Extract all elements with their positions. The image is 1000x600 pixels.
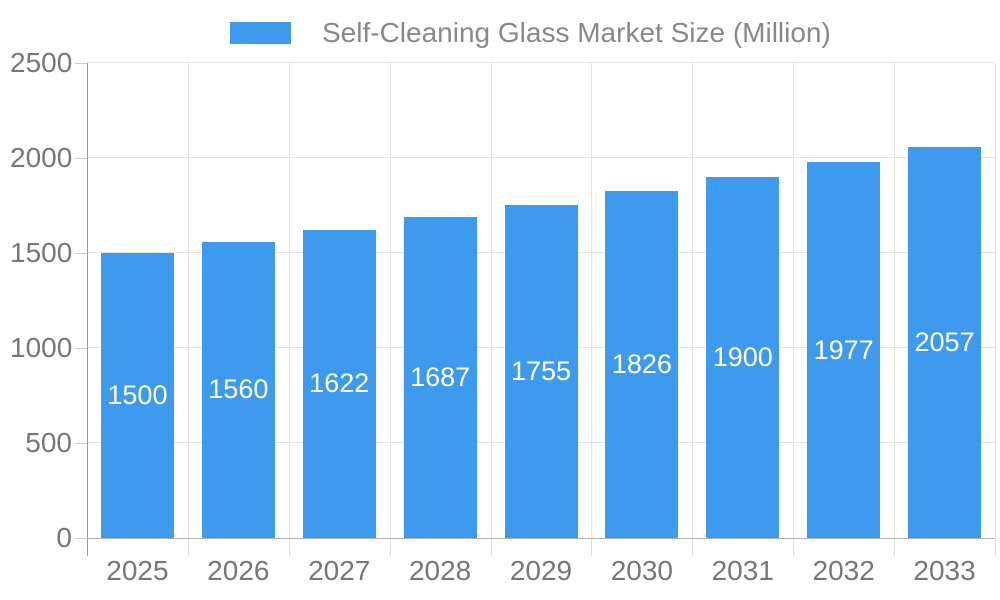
bar-value-label: 1500 (107, 380, 168, 410)
x-axis-tick (389, 539, 391, 556)
x-gridline (793, 63, 795, 538)
y-gridline (87, 157, 995, 158)
plot-area: 1500 1560 1622 1687 1755 1826 1900 1977 2057 (87, 62, 996, 556)
bar-value-label: 1687 (410, 362, 471, 393)
x-gridline (389, 63, 391, 538)
bar-value-label: 2057 (914, 327, 975, 358)
bar-value-label: 1977 (813, 334, 874, 365)
x-axis-tick-label: 2027 (308, 555, 371, 586)
legend-item[interactable]: Self-Cleaning Glass Market Size (Million… (230, 17, 831, 48)
bar-value-label: 1826 (611, 349, 672, 380)
bar-2031[interactable]: 1900 (706, 177, 780, 538)
bar-2027[interactable]: 1622 (302, 229, 376, 538)
y-axis-tick-label: 2500 (10, 47, 73, 78)
x-axis-line (87, 538, 995, 539)
x-axis-tick (187, 539, 189, 556)
y-axis-tick (75, 538, 87, 539)
bar-2028[interactable]: 1687 (403, 217, 477, 538)
y-axis-tick (75, 253, 87, 254)
x-gridline (288, 63, 290, 538)
bar-value-label: 1755 (510, 355, 572, 386)
x-axis-tick (591, 539, 593, 556)
x-axis-tick (288, 539, 290, 556)
x-axis-tick-label: 2032 (812, 555, 875, 586)
y-axis-tick-label: 0 (56, 522, 72, 553)
x-axis-tick-label: 2028 (408, 555, 472, 586)
x-axis-tick (995, 539, 996, 556)
x-axis-tick-label: 2026 (207, 555, 270, 586)
y-axis-tick (75, 63, 87, 64)
y-axis-line (87, 63, 88, 556)
x-gridline (187, 63, 189, 538)
legend-swatch (230, 22, 291, 44)
x-axis-tick (793, 539, 795, 556)
bar-2025[interactable]: 1500 (100, 253, 174, 538)
x-axis-tick (692, 539, 694, 556)
y-axis-tick-label: 1000 (10, 332, 73, 363)
y-axis-tick-label: 1500 (10, 237, 73, 268)
y-gridline (87, 62, 995, 63)
y-axis-tick-label: 500 (25, 427, 72, 458)
x-gridline (692, 63, 694, 538)
x-axis-tick (490, 539, 492, 556)
x-gridline (591, 63, 593, 538)
x-axis-tick (894, 539, 896, 556)
y-axis-tick (75, 348, 87, 349)
y-axis-tick-label: 2000 (10, 142, 73, 173)
y-axis-tick (75, 158, 87, 159)
x-gridline (894, 63, 896, 538)
bar-value-label: 1622 (309, 368, 370, 399)
x-axis-tick-label: 2033 (913, 555, 976, 586)
x-axis-tick-label: 2030 (610, 555, 674, 586)
bar-2029[interactable]: 1755 (504, 204, 578, 538)
bar-2032[interactable]: 1977 (807, 162, 881, 538)
bar-2026[interactable]: 1560 (201, 241, 275, 538)
x-axis-tick-label: 2029 (509, 555, 573, 586)
bar-value-label: 1560 (208, 374, 269, 405)
bar-value-label: 1900 (712, 342, 773, 372)
x-axis-tick-label: 2025 (106, 555, 169, 586)
x-gridline (995, 63, 996, 538)
bar-2030[interactable]: 1826 (605, 191, 679, 538)
x-gridline (490, 63, 492, 538)
legend-label: Self-Cleaning Glass Market Size (Million… (322, 17, 831, 48)
y-axis-tick (75, 443, 87, 444)
x-axis-tick-label: 2031 (711, 555, 774, 586)
bar-2033[interactable]: 2057 (908, 147, 982, 538)
